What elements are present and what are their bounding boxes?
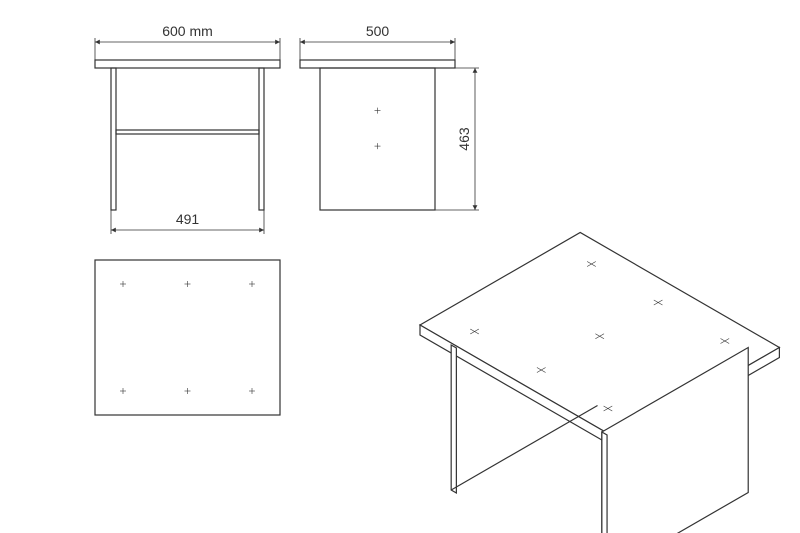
svg-text:600 mm: 600 mm xyxy=(162,23,213,39)
side-panel xyxy=(320,68,435,210)
front-top xyxy=(95,60,280,68)
technical-drawing: 600 mm 491 500 463 xyxy=(0,0,800,533)
svg-text:491: 491 xyxy=(176,211,200,227)
svg-text:463: 463 xyxy=(456,127,472,151)
svg-text:500: 500 xyxy=(366,23,390,39)
front-leg-left xyxy=(111,68,116,210)
iso-left-panel-edge xyxy=(451,345,456,493)
front-shelf xyxy=(116,130,259,134)
front-leg-right xyxy=(259,68,264,210)
side-top xyxy=(300,60,455,68)
